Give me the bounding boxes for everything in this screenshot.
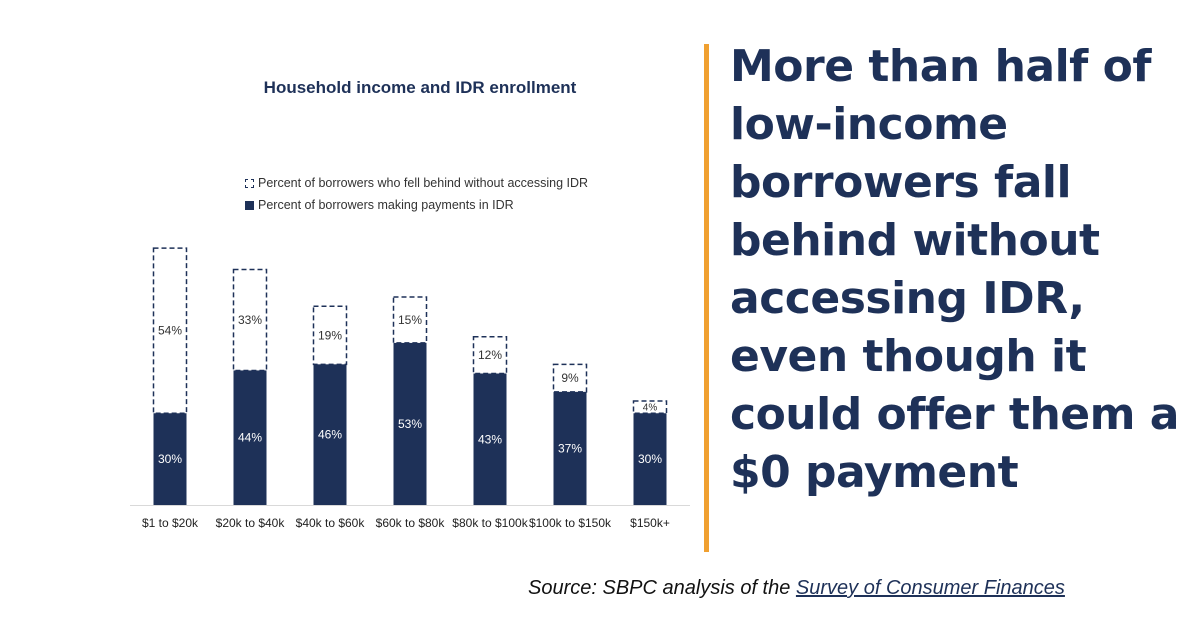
legend-swatch-dashed	[245, 178, 254, 188]
data-label-fell-behind-2: 19%	[318, 328, 342, 342]
category-label-5: $100k to $150k	[529, 516, 612, 530]
data-label-fell-behind-0: 54%	[158, 324, 182, 338]
bar-fell-behind-3	[392, 296, 428, 344]
legend-swatch-solid	[245, 200, 254, 210]
bar-chart: 30% 54% $1 to $20k 44% 33% $20k to $40k 46% 19%…	[130, 247, 690, 530]
chart-title: Household income and IDR enrollment	[263, 78, 577, 97]
chart-legend: Percent of borrowers who fell behind wit…	[245, 172, 588, 216]
data-label-fell-behind-4: 12%	[478, 348, 502, 362]
data-label-in-idr-5: 37%	[558, 441, 582, 455]
category-label-3: $60k to $80k	[376, 516, 446, 530]
data-label-in-idr-0: 30%	[158, 452, 182, 466]
bar-in-idr-3	[393, 342, 427, 505]
legend-label-fell-behind: Percent of borrowers who fell behind wit…	[258, 176, 589, 190]
bar-fell-behind-2	[312, 305, 348, 366]
category-label-2: $40k to $60k	[296, 516, 366, 530]
bar-in-idr-4	[473, 373, 507, 505]
source-link[interactable]: Survey of Consumer Finances	[795, 577, 1065, 599]
bar-fell-behind-6	[632, 400, 668, 415]
source-prefix: Source: SBPC analysis of the	[528, 577, 796, 599]
bar-in-idr-2	[313, 364, 347, 505]
data-label-fell-behind-5: 9%	[561, 371, 579, 385]
data-label-in-idr-1: 44%	[238, 431, 262, 445]
headline: More than half of low-income borrowers f…	[730, 41, 1179, 498]
bar-fell-behind-5	[552, 363, 588, 393]
bar-in-idr-5	[553, 391, 587, 505]
data-label-in-idr-2: 46%	[318, 428, 342, 442]
legend-label-in-idr: Percent of borrowers making payments in …	[258, 198, 514, 212]
category-label-1: $20k to $40k	[216, 516, 286, 530]
bar-in-idr-6	[633, 413, 667, 505]
bar-fell-behind-4	[472, 336, 508, 375]
category-label-0: $1 to $20k	[142, 516, 199, 530]
legend-item-fell-behind: Percent of borrowers who fell behind wit…	[245, 172, 588, 194]
data-label-in-idr-6: 30%	[638, 452, 662, 466]
accent-divider	[704, 44, 709, 552]
data-label-fell-behind-3: 15%	[398, 313, 422, 327]
bar-fell-behind-0	[152, 247, 188, 415]
bar-fell-behind-1	[232, 268, 268, 372]
data-label-in-idr-4: 43%	[478, 432, 502, 446]
legend-item-in-idr: Percent of borrowers making payments in …	[245, 194, 588, 216]
data-label-fell-behind-6: 4%	[643, 402, 658, 413]
source-note: Source: SBPC analysis of the Survey of C…	[528, 577, 1065, 600]
bar-in-idr-0	[153, 413, 187, 505]
bar-in-idr-1	[233, 370, 267, 505]
data-label-in-idr-3: 53%	[398, 417, 422, 431]
category-label-4: $80k to $100k	[452, 516, 528, 530]
category-label-6: $150k+	[630, 516, 670, 530]
data-label-fell-behind-1: 33%	[238, 313, 262, 327]
